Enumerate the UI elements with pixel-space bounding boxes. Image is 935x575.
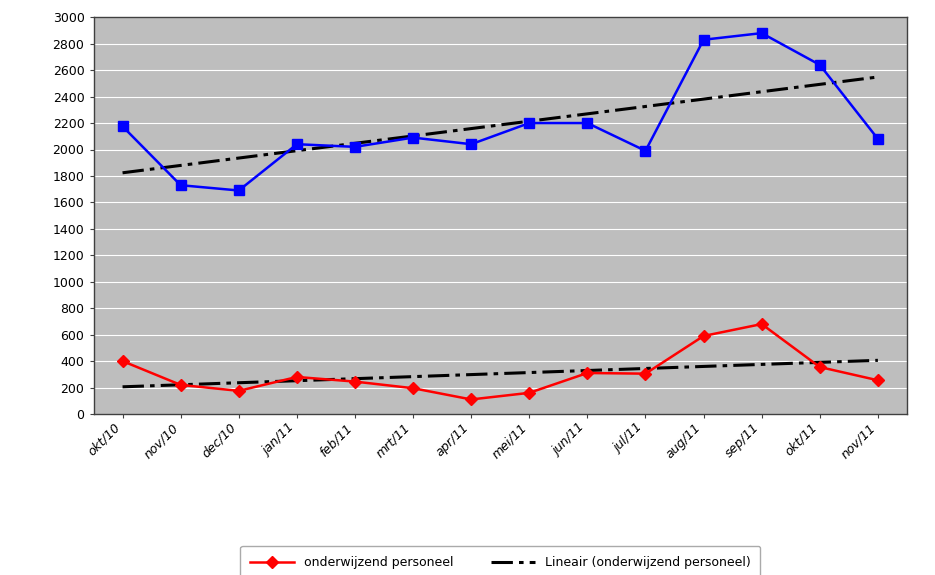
Legend: onderwijzend personeel, alle sectoren, Lineair (onderwijzend personeel), Lineair: onderwijzend personeel, alle sectoren, L… [240,546,760,575]
